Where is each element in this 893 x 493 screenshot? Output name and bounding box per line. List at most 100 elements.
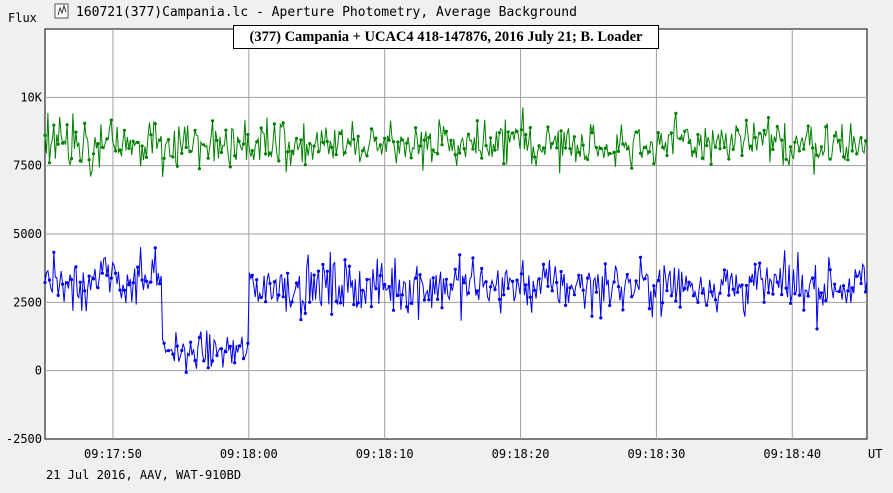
data-point	[489, 285, 493, 289]
data-point	[841, 155, 846, 159]
data-point	[61, 141, 65, 145]
data-point	[819, 145, 824, 149]
data-point	[361, 288, 365, 292]
data-point	[846, 158, 850, 162]
data-point	[608, 151, 612, 156]
data-point	[197, 336, 201, 340]
data-point	[250, 273, 254, 277]
data-point	[316, 269, 321, 273]
data-point	[131, 281, 135, 285]
data-point	[131, 139, 135, 143]
data-point	[643, 146, 647, 150]
data-point	[78, 280, 82, 284]
data-point	[533, 155, 537, 159]
data-point	[630, 295, 634, 299]
data-point	[427, 136, 431, 140]
data-point	[625, 147, 629, 151]
data-point	[656, 278, 660, 283]
data-point	[524, 133, 528, 137]
data-point	[594, 290, 599, 294]
data-point	[647, 307, 652, 311]
data-point	[718, 147, 722, 151]
data-point	[696, 300, 700, 304]
data-point	[369, 127, 373, 131]
data-point	[713, 298, 718, 302]
data-point	[484, 280, 488, 284]
data-point	[656, 131, 660, 135]
data-point	[189, 340, 193, 344]
data-point	[334, 299, 338, 303]
data-point	[616, 285, 621, 289]
data-point	[171, 155, 175, 159]
data-point	[303, 311, 307, 315]
data-point	[105, 273, 109, 277]
data-point	[387, 138, 391, 142]
data-point	[568, 286, 572, 290]
data-point	[215, 353, 219, 358]
data-point	[824, 125, 828, 129]
data-point	[325, 139, 329, 144]
data-point	[246, 132, 250, 137]
data-point	[766, 291, 771, 295]
y-tick-label: 7500	[13, 159, 42, 173]
data-point	[321, 140, 325, 144]
data-point	[352, 137, 356, 141]
data-point	[286, 271, 290, 275]
data-point	[272, 280, 276, 284]
data-point	[471, 256, 475, 260]
data-point	[299, 138, 303, 142]
data-point	[96, 286, 100, 290]
data-point	[797, 149, 802, 153]
series-line	[44, 107, 868, 177]
data-point	[683, 129, 687, 133]
data-point	[290, 300, 294, 304]
data-point	[316, 150, 321, 154]
data-point	[109, 276, 113, 280]
data-point	[453, 153, 457, 157]
data-point	[255, 140, 259, 144]
data-point	[466, 291, 471, 295]
data-point	[709, 162, 713, 166]
data-point	[568, 147, 572, 151]
data-point	[114, 271, 118, 275]
data-point	[510, 279, 515, 283]
data-point	[281, 121, 285, 125]
data-point	[493, 288, 497, 292]
data-point	[771, 292, 775, 296]
lightcurve-icon-glyph	[57, 4, 67, 16]
data-point	[224, 350, 228, 354]
data-point	[744, 283, 749, 288]
data-point	[52, 250, 56, 254]
data-point	[184, 145, 188, 149]
data-point	[259, 126, 263, 130]
data-point	[290, 149, 294, 153]
data-point	[740, 283, 744, 287]
x-tick-label: 09:17:50	[84, 447, 142, 461]
data-point	[436, 297, 440, 301]
data-point	[334, 153, 338, 157]
data-point	[241, 357, 246, 361]
data-point	[550, 141, 554, 146]
data-point	[308, 142, 312, 146]
data-point	[294, 136, 299, 140]
data-point	[56, 293, 60, 297]
data-point	[414, 126, 418, 130]
data-point	[555, 146, 559, 150]
data-point	[652, 284, 656, 288]
data-point	[127, 146, 131, 150]
data-point	[850, 286, 854, 290]
data-point	[665, 153, 669, 158]
data-point	[61, 282, 65, 286]
window-title: 160721(377)Campania.lc - Aperture Photom…	[76, 5, 577, 20]
data-point	[855, 274, 859, 278]
data-point	[149, 133, 153, 137]
data-point	[400, 138, 404, 142]
data-point	[700, 156, 704, 160]
data-point	[114, 149, 118, 153]
data-point	[281, 295, 285, 299]
data-point	[255, 278, 259, 282]
data-point	[87, 274, 91, 278]
data-point	[100, 145, 104, 149]
data-point	[69, 156, 74, 161]
